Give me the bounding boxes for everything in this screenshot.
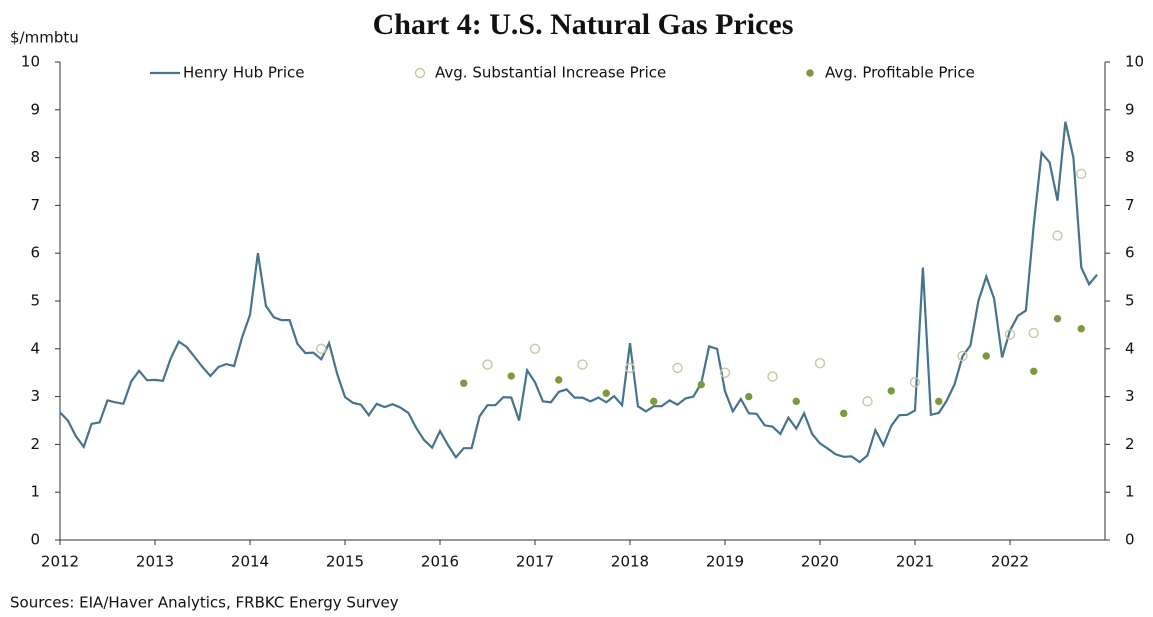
point	[862, 396, 873, 407]
point	[814, 357, 826, 369]
point	[316, 343, 327, 354]
point	[719, 367, 731, 378]
point	[602, 389, 610, 397]
y2-tick-label: 2	[1125, 435, 1135, 453]
point	[1077, 325, 1085, 333]
point	[909, 377, 921, 388]
x-tick-label: 2012	[41, 553, 79, 571]
point	[624, 362, 636, 374]
point	[840, 409, 848, 418]
y2-tick-label: 6	[1125, 244, 1135, 262]
point	[529, 343, 541, 354]
point	[935, 397, 943, 406]
point	[482, 359, 493, 370]
y2-tick-label: 7	[1125, 196, 1135, 214]
y-tick-label: 1	[30, 483, 40, 501]
y2-tick-label: 4	[1125, 339, 1135, 357]
y-tick-label: 7	[30, 196, 40, 214]
x-tick-label: 2021	[896, 553, 934, 571]
point	[745, 392, 753, 401]
point	[982, 352, 990, 360]
x-tick-label: 2015	[326, 553, 364, 571]
y-tick-label: 10	[21, 53, 40, 71]
point	[1004, 329, 1016, 340]
x-tick-label: 2016	[421, 553, 459, 571]
point	[957, 350, 968, 362]
y-tick-label: 9	[30, 100, 40, 118]
point	[792, 397, 800, 406]
point	[507, 372, 515, 380]
x-tick-label: 2020	[801, 553, 839, 571]
point	[672, 362, 683, 374]
y2-tick-label: 8	[1125, 148, 1135, 166]
chart-title: Chart 4: U.S. Natural Gas Prices	[373, 8, 794, 41]
legend-swatch	[806, 69, 814, 77]
point	[767, 371, 778, 382]
point	[697, 380, 705, 389]
y2-tick-label: 5	[1125, 292, 1135, 310]
y2-tick-label: 1	[1125, 483, 1135, 501]
x-tick-label: 2013	[136, 553, 174, 571]
y-tick-label: 8	[30, 148, 40, 166]
point	[887, 387, 895, 395]
y-tick-label: 0	[30, 531, 40, 549]
price-line	[59, 121, 1098, 464]
point	[1028, 327, 1039, 339]
point	[1053, 314, 1062, 323]
y2-tick-label: 0	[1125, 531, 1135, 549]
y2-tick-label: 10	[1125, 53, 1144, 71]
x-tick-label: 2022	[991, 553, 1029, 571]
y-tick-label: 4	[30, 339, 40, 357]
legend-swatch	[414, 67, 426, 79]
y-tick-label: 5	[30, 292, 40, 310]
x-tick-label: 2014	[231, 553, 269, 571]
y-tick-label: 2	[30, 435, 40, 453]
legend-label: Henry Hub Price	[183, 64, 305, 82]
y-axis-label: $/mmbtu	[10, 29, 79, 47]
y-tick-label: 3	[30, 387, 40, 405]
x-tick-label: 2018	[611, 553, 649, 571]
point	[1076, 168, 1087, 180]
legend-label: Avg. Profitable Price	[825, 64, 975, 82]
point	[460, 379, 468, 387]
source-note: Sources: EIA/Haver Analytics, FRBKC Ener…	[10, 594, 399, 612]
point	[1052, 230, 1063, 241]
legend-label: Avg. Substantial Increase Price	[435, 64, 666, 82]
y-tick-label: 6	[30, 244, 40, 262]
point	[555, 376, 563, 384]
point	[650, 397, 658, 406]
y2-tick-label: 9	[1125, 100, 1135, 118]
point	[577, 359, 588, 370]
point	[1030, 367, 1038, 375]
x-tick-label: 2019	[706, 553, 744, 571]
y2-tick-label: 3	[1125, 387, 1135, 405]
x-tick-label: 2017	[516, 553, 554, 571]
